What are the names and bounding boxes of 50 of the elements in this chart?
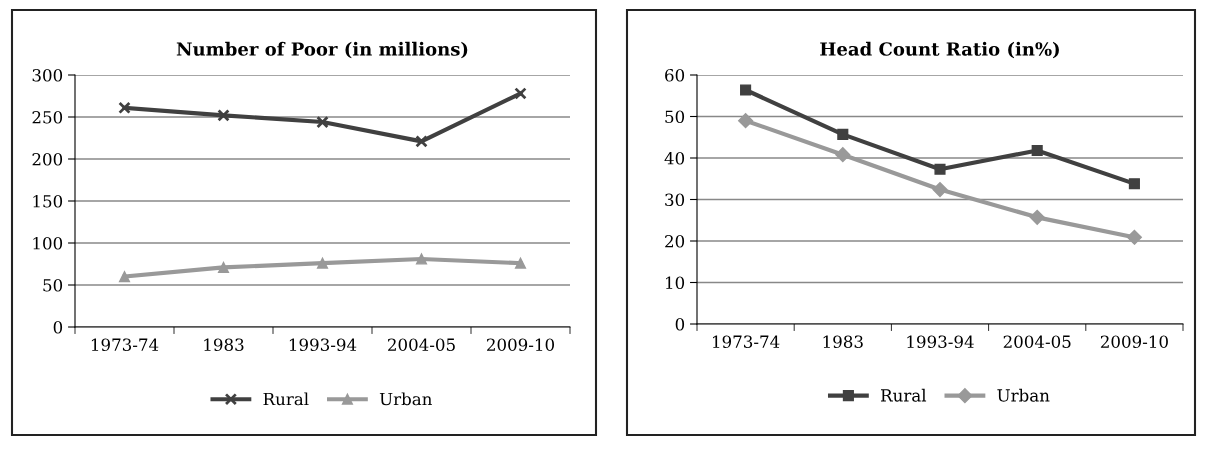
y-tick-label: 0 [675,317,685,331]
x-tick-label: 2009-10 [1100,335,1168,349]
y-tick-label: 0 [53,320,63,334]
y-tick-label: 60 [665,68,685,82]
legend-label: Rural [880,388,927,402]
point [1128,178,1140,190]
point [740,84,752,96]
legend-label: Urban [997,388,1050,402]
y-tick-label: 40 [664,151,685,165]
point [415,253,428,265]
point [316,115,329,129]
y-tick-label: 300 [32,68,63,82]
point [415,135,428,148]
chart-title: Number of Poor (in millions) [176,41,468,59]
point [934,163,946,175]
x-tick-label: 1973-74 [713,335,780,349]
x-tick-label: 1983 [823,335,863,349]
y-tick-label: 200 [32,152,63,166]
point [514,257,527,269]
x-tick-label: 1993-94 [907,335,974,349]
x-tick-label: 1973-74 [91,338,159,352]
legend-label: Rural [263,392,309,406]
point [514,87,527,100]
y-tick-label: 50 [43,278,63,292]
point [1029,209,1045,225]
chart-title: Head Count Ratio (in%) [820,41,1059,59]
x-tick-label: 1993-94 [289,338,357,352]
point [835,147,851,163]
point [1031,144,1043,157]
y-tick-label: 30 [665,193,685,207]
y-tick-label: 250 [32,110,63,124]
y-tick-label: 150 [33,194,63,208]
legend-label: Urban [379,392,432,406]
point [1126,229,1142,245]
point [738,113,754,129]
y-tick-label: 20 [665,234,685,248]
point [217,109,230,122]
point [217,261,230,273]
x-tick-label: 2009-10 [487,338,555,352]
point [932,181,948,198]
point [837,128,849,140]
x-tick-label: 2004-05 [1003,335,1071,349]
point [316,257,329,269]
point [118,101,131,115]
x-tick-label: 1983 [204,338,244,352]
y-tick-label: 10 [666,276,685,290]
x-tick-label: 2004-05 [388,338,455,352]
point [118,271,131,283]
y-tick-label: 50 [665,110,685,124]
y-tick-label: 100 [33,236,63,250]
